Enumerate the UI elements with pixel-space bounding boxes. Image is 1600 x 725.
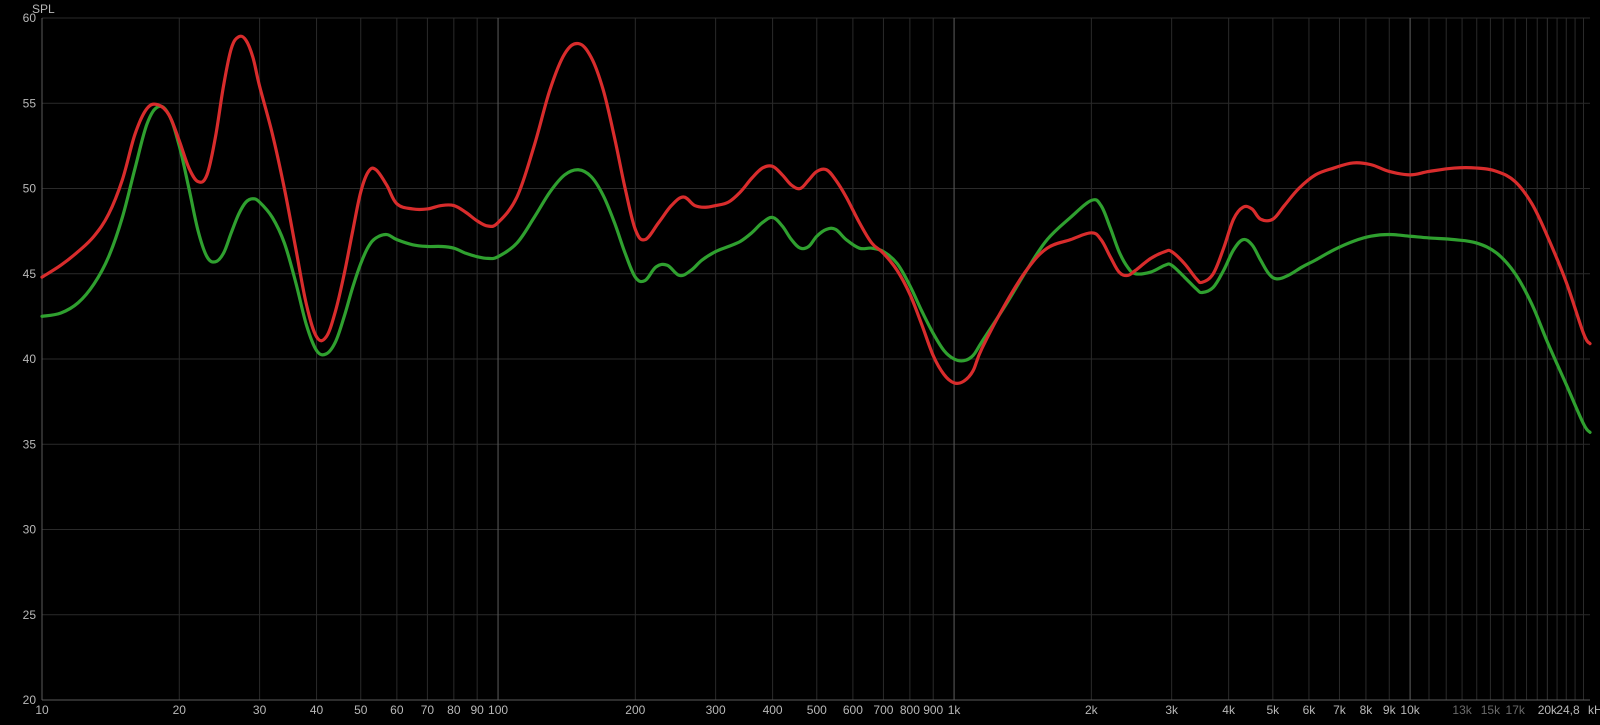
y-tick-label: 25 [23, 608, 37, 622]
x-tick-label: 7k [1333, 703, 1347, 717]
x-tick-label: 300 [706, 703, 726, 717]
y-tick-label: 50 [23, 182, 37, 196]
x-tick-label: 100 [488, 703, 508, 717]
x-tick-label: 6k [1303, 703, 1317, 717]
x-tick-label: 20k [1538, 703, 1558, 717]
x-axis-unit-label: kHz [1588, 703, 1600, 717]
y-tick-label: 35 [23, 437, 37, 451]
x-tick-label: 80 [447, 703, 461, 717]
y-tick-label: 20 [23, 693, 37, 707]
x-tick-label: 20 [173, 703, 187, 717]
spl-chart: 20 25 30 35 40 45 50 55 60 SPL 10 100 1k 10k 20 30 40 50 6… [0, 0, 1600, 725]
x-tick-label: 8k [1360, 703, 1374, 717]
x-tick-label: 400 [763, 703, 783, 717]
x-tick-label: 24,8 [1556, 703, 1580, 717]
x-tick-label: 10 [35, 703, 49, 717]
x-tick-label: 3k [1165, 703, 1179, 717]
y-tick-label: 55 [23, 96, 37, 110]
x-tick-label: 200 [625, 703, 645, 717]
x-tick-label: 10k [1400, 703, 1420, 717]
y-axis-label: SPL [32, 2, 55, 16]
x-tick-label: 13k [1452, 703, 1472, 717]
x-tick-label: 600 [843, 703, 863, 717]
x-tick-label: 30 [253, 703, 267, 717]
x-tick-label: 15k [1481, 703, 1501, 717]
y-tick-label: 40 [23, 352, 37, 366]
x-tick-label: 900 [923, 703, 943, 717]
x-tick-label: 2k [1085, 703, 1099, 717]
x-tick-label: 800 [900, 703, 920, 717]
x-tick-label: 90 [470, 703, 484, 717]
x-tick-label: 50 [354, 703, 368, 717]
x-tick-label: 500 [807, 703, 827, 717]
x-tick-label: 60 [390, 703, 404, 717]
x-tick-label: 4k [1222, 703, 1236, 717]
y-tick-label: 30 [23, 523, 37, 537]
x-tick-label: 9k [1383, 703, 1397, 717]
chart-svg: 20 25 30 35 40 45 50 55 60 SPL 10 100 1k 10k 20 30 40 50 6… [0, 0, 1600, 725]
x-tick-label: 700 [873, 703, 893, 717]
x-tick-label: 70 [421, 703, 435, 717]
x-tick-label: 40 [310, 703, 324, 717]
x-tick-label: 17k [1506, 703, 1526, 717]
y-tick-label: 45 [23, 267, 37, 281]
x-tick-label: 1k [948, 703, 962, 717]
x-tick-label: 5k [1266, 703, 1280, 717]
